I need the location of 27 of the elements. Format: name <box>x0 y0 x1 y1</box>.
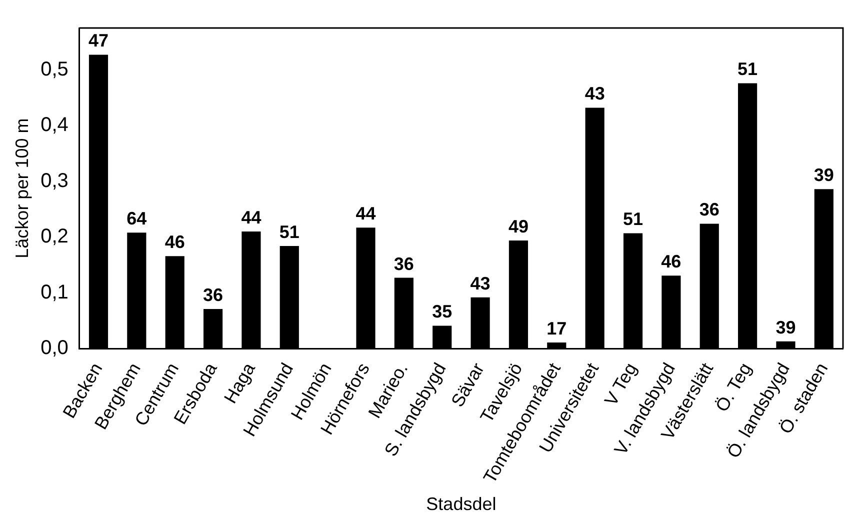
annotation: 39 <box>814 165 834 186</box>
annotation: 43 <box>470 273 490 294</box>
annotation: 51 <box>738 59 758 80</box>
y-tick-label: 0,4 <box>40 114 68 136</box>
y-tick-label: 0,5 <box>40 58 68 80</box>
annotation: 44 <box>356 204 376 224</box>
annotation: 64 <box>126 208 147 229</box>
annotation: 36 <box>394 254 414 274</box>
annotation: 36 <box>699 200 720 220</box>
y-tick-label: 0,0 <box>40 337 68 360</box>
annotation: 49 <box>508 216 528 236</box>
annotation: 39 <box>776 317 796 338</box>
annotation: 44 <box>241 207 262 228</box>
y-tick-label: 0,2 <box>40 226 68 248</box>
annotation: 43 <box>584 84 605 104</box>
annotation: 47 <box>88 30 109 51</box>
annotation: 17 <box>546 318 567 338</box>
annotation: 36 <box>203 285 224 306</box>
annotation: 46 <box>164 232 185 252</box>
annotation: 51 <box>622 209 644 230</box>
annotation: 51 <box>279 222 300 242</box>
y-tick-label: 0,1 <box>40 281 68 304</box>
annotation: 35 <box>432 302 452 322</box>
y-axis-title: Läckor per 100 m <box>12 118 32 258</box>
x-axis-title: Stadsdel <box>426 494 496 514</box>
annotation: 46 <box>661 252 682 272</box>
y-tick-label: 0,3 <box>40 170 68 192</box>
